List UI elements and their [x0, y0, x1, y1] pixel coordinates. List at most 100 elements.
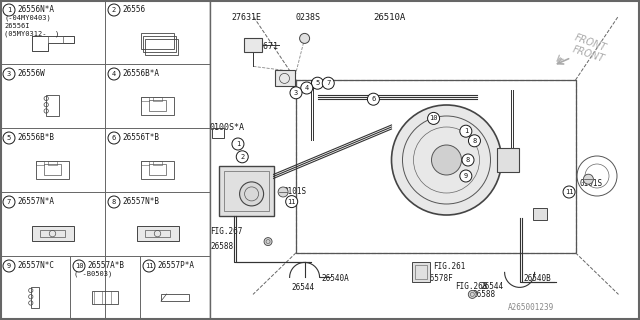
FancyBboxPatch shape	[0, 0, 210, 320]
FancyBboxPatch shape	[412, 262, 430, 282]
Text: 11: 11	[564, 189, 573, 195]
Text: ( -B0503): ( -B0503)	[74, 271, 112, 277]
Circle shape	[3, 132, 15, 144]
Text: 3: 3	[7, 71, 11, 77]
Circle shape	[312, 77, 323, 89]
Text: (05MY0312-  ): (05MY0312- )	[4, 31, 60, 37]
Circle shape	[108, 132, 120, 144]
Text: 6: 6	[112, 135, 116, 141]
Text: 26556W: 26556W	[17, 69, 45, 78]
Text: 7: 7	[326, 80, 330, 86]
Text: 6: 6	[371, 96, 376, 102]
Text: 8: 8	[466, 157, 470, 163]
Text: 26556B*A: 26556B*A	[122, 69, 159, 78]
FancyBboxPatch shape	[244, 38, 262, 52]
Circle shape	[108, 68, 120, 80]
Text: 26557P*A: 26557P*A	[157, 261, 194, 270]
Circle shape	[468, 291, 476, 299]
Text: 27671: 27671	[253, 42, 278, 51]
Circle shape	[300, 33, 310, 44]
Text: 8: 8	[472, 138, 477, 144]
Text: 26588: 26588	[210, 242, 233, 251]
Text: 0100S*A: 0100S*A	[210, 123, 245, 132]
Text: 5: 5	[7, 135, 11, 141]
Text: 27631E: 27631E	[232, 13, 262, 22]
Text: FIG.261: FIG.261	[434, 262, 466, 271]
Text: 26557N*A: 26557N*A	[17, 197, 54, 206]
Text: FIG.268: FIG.268	[455, 282, 488, 291]
Circle shape	[428, 112, 440, 124]
Text: FIG.267: FIG.267	[210, 227, 243, 236]
Text: 9: 9	[7, 263, 11, 269]
Text: 2: 2	[240, 154, 244, 160]
Text: 26556N*A: 26556N*A	[17, 5, 54, 14]
Text: 11: 11	[287, 199, 296, 204]
Circle shape	[301, 82, 313, 94]
Circle shape	[3, 260, 15, 272]
Text: 26557A*B: 26557A*B	[87, 261, 124, 270]
Text: 8: 8	[112, 199, 116, 205]
Circle shape	[239, 182, 264, 206]
Text: 26556B*B: 26556B*B	[17, 133, 54, 142]
Text: 26556: 26556	[122, 5, 145, 14]
FancyBboxPatch shape	[497, 148, 518, 172]
Text: 0101S: 0101S	[283, 187, 306, 196]
FancyBboxPatch shape	[219, 166, 274, 216]
Text: 10: 10	[429, 116, 438, 121]
Text: FRONT: FRONT	[572, 45, 606, 65]
Text: A265001239: A265001239	[508, 303, 554, 312]
Circle shape	[584, 174, 593, 184]
Circle shape	[392, 105, 502, 215]
Text: 4: 4	[305, 85, 309, 91]
Text: 7: 7	[7, 199, 11, 205]
Circle shape	[108, 4, 120, 16]
Text: 11: 11	[145, 263, 153, 269]
Text: 26540B: 26540B	[524, 274, 552, 283]
Text: 0101S: 0101S	[580, 179, 603, 188]
Circle shape	[462, 154, 474, 166]
Text: (-04MY0403): (-04MY0403)	[4, 15, 51, 21]
Circle shape	[236, 151, 248, 163]
Text: 10: 10	[75, 263, 83, 269]
Circle shape	[431, 145, 461, 175]
Circle shape	[108, 196, 120, 208]
Circle shape	[468, 135, 481, 147]
Circle shape	[232, 138, 244, 150]
Text: 26556T*B: 26556T*B	[122, 133, 159, 142]
Text: 26544: 26544	[481, 282, 504, 291]
Circle shape	[290, 87, 302, 99]
Text: 1: 1	[236, 141, 240, 147]
Text: 26544: 26544	[292, 283, 315, 292]
Text: 1: 1	[464, 128, 468, 134]
Circle shape	[367, 93, 380, 105]
Text: 2: 2	[112, 7, 116, 13]
Text: 0238S: 0238S	[296, 13, 321, 22]
FancyBboxPatch shape	[275, 70, 294, 86]
Circle shape	[3, 196, 15, 208]
Circle shape	[460, 125, 472, 137]
Text: FRONT: FRONT	[573, 33, 608, 53]
Text: 26510A: 26510A	[373, 13, 406, 22]
Circle shape	[73, 260, 85, 272]
Text: 26540A: 26540A	[322, 274, 349, 283]
Circle shape	[563, 186, 575, 198]
Circle shape	[278, 187, 288, 197]
Text: 1: 1	[7, 7, 11, 13]
Text: 26588: 26588	[472, 290, 495, 299]
Circle shape	[3, 4, 15, 16]
Text: 26557N*B: 26557N*B	[122, 197, 159, 206]
Circle shape	[264, 237, 272, 246]
Text: 9: 9	[464, 173, 468, 179]
Text: 26557N*C: 26557N*C	[17, 261, 54, 270]
Text: 26556I: 26556I	[4, 23, 29, 29]
Text: 4: 4	[112, 71, 116, 77]
FancyBboxPatch shape	[532, 208, 547, 220]
FancyBboxPatch shape	[136, 227, 179, 241]
Circle shape	[460, 170, 472, 182]
FancyBboxPatch shape	[210, 0, 640, 320]
Circle shape	[285, 196, 298, 208]
Text: 5: 5	[316, 80, 319, 86]
FancyBboxPatch shape	[31, 227, 74, 241]
Text: 3: 3	[294, 90, 298, 96]
Circle shape	[323, 77, 334, 89]
